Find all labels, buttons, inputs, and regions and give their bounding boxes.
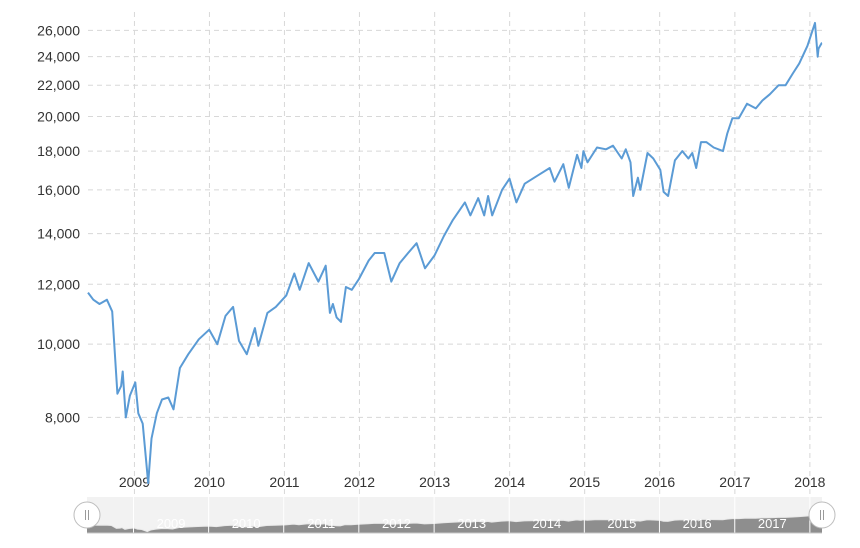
x-tick-label: 2011 (269, 474, 299, 490)
x-tick-label: 2018 (794, 474, 825, 490)
x-tick-label: 2009 (119, 474, 150, 490)
y-tick-label: 14,000 (37, 226, 80, 242)
x-tick-label: 2013 (419, 474, 450, 490)
y-tick-label: 24,000 (37, 49, 80, 65)
navigator-tick-label: 2014 (532, 516, 561, 531)
y-tick-label: 16,000 (37, 182, 80, 198)
navigator-tick-label: 2017 (758, 516, 787, 531)
y-axis: 8,000 10,000 12,000 14,000 16,000 18,000 20,00… (37, 22, 80, 425)
navigator-tick-label: 2009 (157, 516, 186, 531)
series-line (87, 21, 823, 485)
navigator-area (87, 515, 822, 533)
y-tick-label: 12,000 (37, 276, 80, 292)
y-tick-label: 22,000 (37, 77, 80, 93)
y-tick-label: 26,000 (37, 22, 80, 38)
x-tick-label: 2012 (344, 474, 375, 490)
navigator-series-line (86, 514, 822, 533)
navigator-tick-label: 2013 (457, 516, 486, 531)
y-tick-label: 18,000 (37, 143, 80, 159)
navigator-tick-label: 2012 (382, 516, 411, 531)
y-tick-label: 8,000 (45, 409, 80, 425)
navigator-tick-label: 2016 (683, 516, 712, 531)
x-tick-label: 2010 (194, 474, 225, 490)
x-axis: 2009 2010 2011 2012 2013 2014 2015 2016 2017 2018 (119, 474, 826, 490)
y-tick-label: 10,000 (37, 336, 80, 352)
x-tick-label: 2017 (719, 474, 750, 490)
navigator-left-handle[interactable] (73, 501, 101, 529)
navigator-right-handle[interactable] (808, 501, 836, 529)
x-tick-label: 2015 (569, 474, 600, 490)
plot-area (87, 21, 823, 485)
navigator-tick-label: 2010 (232, 516, 261, 531)
y-tick-label: 20,000 (37, 109, 80, 125)
x-tick-label: 2014 (494, 474, 525, 490)
gridlines (88, 12, 822, 496)
range-navigator[interactable]: 2009 2010 2011 2012 2013 2014 2015 2016 2017 (73, 497, 836, 534)
navigator-tick-label: 2011 (307, 516, 335, 531)
x-tick-label: 2016 (644, 474, 675, 490)
navigator-tick-label: 2015 (607, 516, 636, 531)
